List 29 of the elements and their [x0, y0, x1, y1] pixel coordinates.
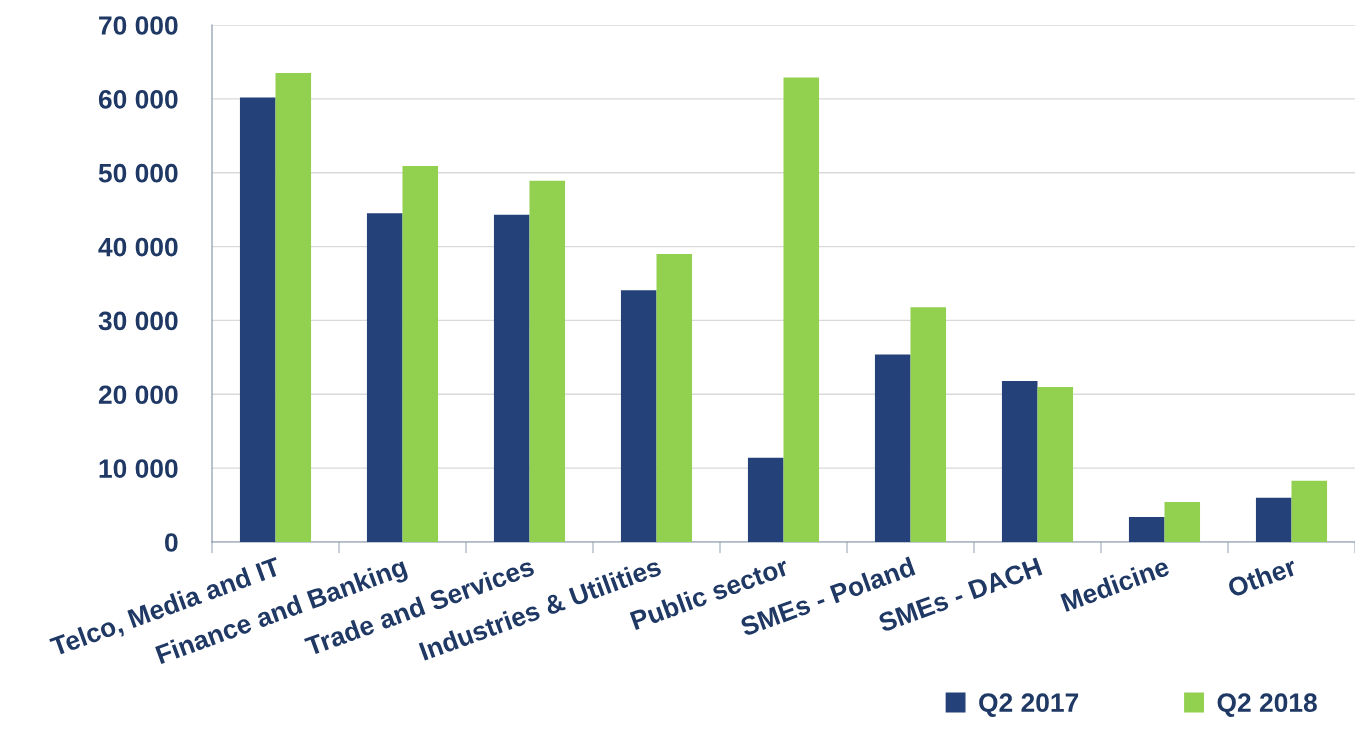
bar: [275, 73, 312, 542]
bar: [910, 307, 947, 542]
bar: [874, 354, 911, 542]
legend-label: Q2 2018: [1217, 693, 1317, 717]
y-tick-label: 60 000: [98, 89, 178, 109]
bar: [747, 457, 784, 542]
y-tick-label: 50 000: [98, 163, 178, 183]
y-tick-label: 70 000: [99, 16, 178, 35]
y-tick-label: 10 000: [99, 459, 178, 478]
bar: [1164, 502, 1201, 542]
y-tick-label: 20 000: [98, 385, 178, 405]
legend-label: Q2 2017: [979, 693, 1079, 717]
bar: [656, 253, 693, 542]
bar: [402, 166, 439, 542]
x-tick-label: Other: [1226, 556, 1298, 598]
y-tick-label: 30 000: [98, 311, 178, 331]
bar: [783, 77, 820, 542]
y-tick-label: 0: [165, 533, 178, 552]
bar: [1128, 516, 1165, 542]
bar: [1291, 480, 1328, 542]
bar: [529, 180, 566, 542]
bar: [493, 214, 530, 542]
bar: [1037, 386, 1074, 542]
bar: [620, 290, 657, 542]
bar: [1255, 497, 1292, 542]
bar: [1001, 380, 1038, 542]
bar: [366, 213, 403, 542]
bar: [239, 97, 276, 542]
y-tick-label: 40 000: [98, 237, 178, 257]
